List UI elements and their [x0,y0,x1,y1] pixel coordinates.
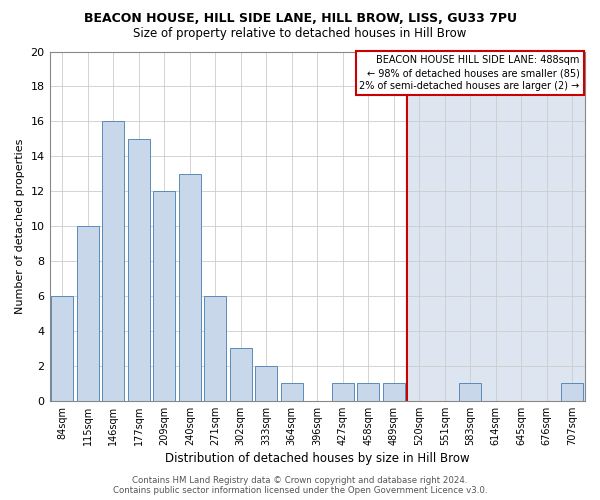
Bar [383,384,404,401]
Text: Size of property relative to detached houses in Hill Brow: Size of property relative to detached ho… [133,28,467,40]
Bar [256,366,277,401]
Bar [77,226,98,401]
Bar [128,139,149,401]
Text: BEACON HOUSE, HILL SIDE LANE, HILL BROW, LISS, GU33 7PU: BEACON HOUSE, HILL SIDE LANE, HILL BROW,… [83,12,517,26]
Bar [154,191,175,401]
Text: Contains HM Land Registry data © Crown copyright and database right 2024.
Contai: Contains HM Land Registry data © Crown c… [113,476,487,495]
Y-axis label: Number of detached properties: Number of detached properties [15,138,25,314]
Bar [179,174,200,401]
Bar [230,348,251,401]
Bar [332,384,353,401]
Bar [407,52,585,401]
Bar [52,296,73,401]
Bar [460,384,481,401]
Bar [103,122,124,401]
Bar [205,296,226,401]
Bar [281,384,302,401]
Bar [358,384,379,401]
Text: BEACON HOUSE HILL SIDE LANE: 488sqm
← 98% of detached houses are smaller (85)
2%: BEACON HOUSE HILL SIDE LANE: 488sqm ← 98… [359,55,580,92]
Bar [562,384,583,401]
X-axis label: Distribution of detached houses by size in Hill Brow: Distribution of detached houses by size … [165,452,470,465]
